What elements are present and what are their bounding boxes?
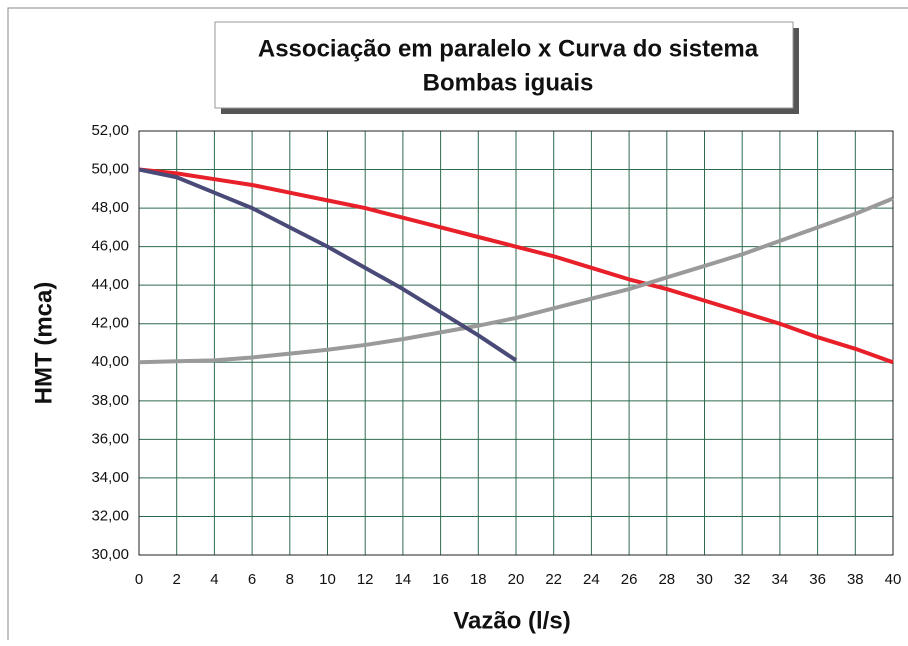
y-tick-label: 32,00 bbox=[91, 507, 129, 524]
x-tick-label: 10 bbox=[319, 571, 336, 588]
y-axis-label: HMT (mca) bbox=[30, 282, 57, 405]
x-tick-label: 36 bbox=[809, 571, 826, 588]
x-tick-label: 8 bbox=[286, 571, 294, 588]
series-line bbox=[138, 167, 518, 363]
y-tick-label: 48,00 bbox=[91, 199, 129, 216]
y-tick-label: 38,00 bbox=[91, 392, 129, 409]
series-line bbox=[138, 196, 894, 365]
x-tick-label: 6 bbox=[248, 571, 256, 588]
x-tick-label: 4 bbox=[210, 571, 218, 588]
x-tick-label: 22 bbox=[545, 571, 562, 588]
x-tick-label: 16 bbox=[432, 571, 449, 588]
plot-border bbox=[138, 130, 894, 556]
x-tick-label: 32 bbox=[734, 571, 751, 588]
chart-subtitle: Bombas iguais bbox=[423, 69, 594, 96]
y-tick-label: 34,00 bbox=[91, 469, 129, 486]
y-tick-label: 30,00 bbox=[91, 546, 129, 563]
title-box bbox=[214, 21, 794, 109]
y-tick-label: 44,00 bbox=[91, 276, 129, 293]
x-tick-label: 12 bbox=[357, 571, 374, 588]
x-tick-label: 34 bbox=[772, 571, 789, 588]
x-tick-label: 28 bbox=[658, 571, 675, 588]
x-tick-label: 20 bbox=[508, 571, 525, 588]
y-tick-label: 42,00 bbox=[91, 315, 129, 332]
x-tick-label: 0 bbox=[135, 571, 143, 588]
x-tick-label: 30 bbox=[696, 571, 713, 588]
x-tick-label: 26 bbox=[621, 571, 638, 588]
y-tick-label: 50,00 bbox=[91, 161, 129, 178]
chart-title: Associação em paralelo x Curva do sistem… bbox=[258, 35, 759, 62]
x-axis-label: Vazão (l/s) bbox=[453, 607, 570, 634]
frame bbox=[7, 7, 908, 640]
x-tick-label: 38 bbox=[847, 571, 864, 588]
x-tick-label: 40 bbox=[885, 571, 902, 588]
series-line bbox=[138, 167, 894, 365]
x-tick-label: 24 bbox=[583, 571, 600, 588]
x-tick-label: 2 bbox=[173, 571, 181, 588]
y-tick-label: 36,00 bbox=[91, 430, 129, 447]
x-tick-label: 18 bbox=[470, 571, 487, 588]
y-tick-label: 40,00 bbox=[91, 353, 129, 370]
y-tick-label: 46,00 bbox=[91, 238, 129, 255]
x-tick-label: 14 bbox=[395, 571, 412, 588]
y-tick-label: 52,00 bbox=[91, 122, 129, 139]
